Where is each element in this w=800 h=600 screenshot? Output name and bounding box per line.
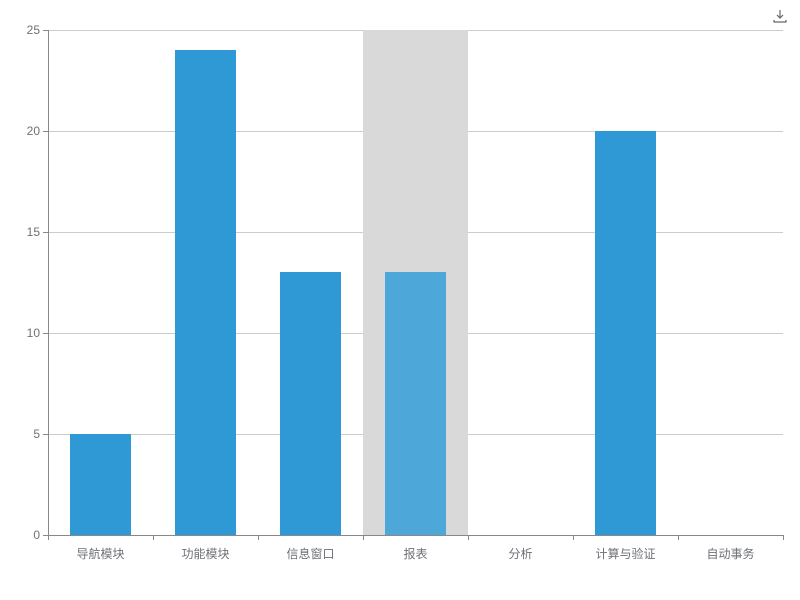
y-axis-label: 25 <box>27 23 40 37</box>
bar-chart: 0510152025导航模块功能模块信息窗口报表分析计算与验证自动事务 <box>48 30 783 535</box>
x-axis-label: 计算与验证 <box>595 545 655 562</box>
y-axis <box>48 30 49 535</box>
y-axis-label: 15 <box>27 225 40 239</box>
x-axis-label: 分析 <box>508 545 532 562</box>
download-icon[interactable] <box>772 8 788 24</box>
x-axis-tick <box>783 535 784 540</box>
bar[interactable] <box>70 434 131 535</box>
bar[interactable] <box>175 50 236 535</box>
y-axis-label: 0 <box>33 528 40 542</box>
x-axis-label: 功能模块 <box>181 545 229 562</box>
y-axis-label: 10 <box>27 326 40 340</box>
y-axis-label: 5 <box>33 427 40 441</box>
x-axis-label: 导航模块 <box>76 545 124 562</box>
x-axis <box>48 535 783 536</box>
x-axis-label: 信息窗口 <box>286 545 334 562</box>
x-axis-label: 报表 <box>403 545 427 562</box>
y-axis-label: 20 <box>27 124 40 138</box>
x-axis-label: 自动事务 <box>706 545 754 562</box>
bar[interactable] <box>595 131 656 535</box>
bar[interactable] <box>385 272 446 535</box>
bar[interactable] <box>280 272 341 535</box>
